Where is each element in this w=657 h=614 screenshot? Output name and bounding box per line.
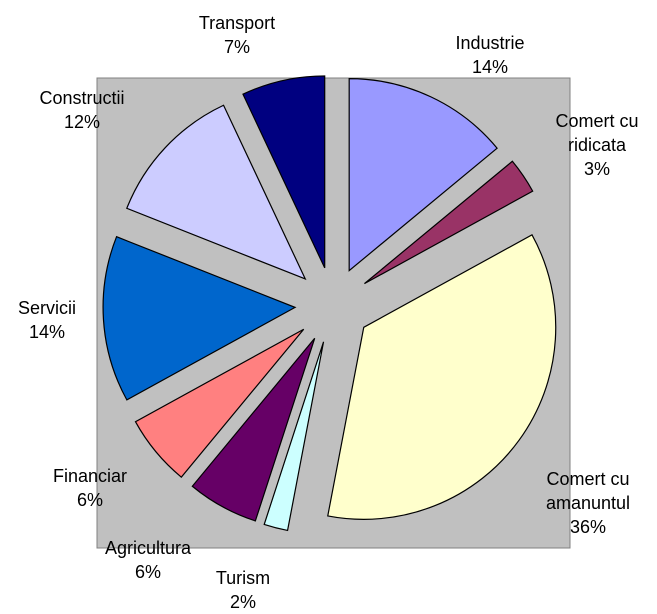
category-label: Constructii: [39, 88, 125, 108]
pie-slice: [263, 341, 325, 532]
pie-slice: [348, 78, 498, 272]
slice-label: Comert cu ridicata 3%: [537, 109, 657, 181]
category-label: Turism: [215, 568, 271, 588]
value-label: 12%: [63, 112, 101, 132]
pie-slice: [364, 160, 534, 285]
slice-label: Servicii 14%: [0, 296, 107, 344]
value-label: 14%: [28, 322, 66, 342]
slice-label: Agricultura 6%: [88, 536, 208, 584]
category-label: Comert cu ridicata: [555, 111, 639, 155]
category-label: Agricultura: [104, 538, 192, 558]
pie-slice: [102, 235, 297, 401]
slice-label: Comert cu amanuntul 36%: [528, 467, 648, 539]
category-label: Transport: [198, 13, 276, 33]
category-label: Industrie: [455, 33, 525, 53]
value-label: 3%: [583, 159, 610, 179]
slice-label: Industrie 14%: [430, 31, 550, 79]
pie-slice: [327, 234, 557, 520]
pie-slice: [134, 328, 305, 479]
category-label: Financiar: [52, 466, 128, 486]
value-label: 36%: [569, 517, 607, 537]
slice-label: Turism 2%: [183, 566, 303, 614]
value-label: 6%: [76, 490, 103, 510]
category-label: Comert cu amanuntul: [545, 469, 631, 513]
slice-label: Financiar 6%: [30, 464, 150, 512]
value-label: 6%: [134, 562, 161, 582]
category-label: Servicii: [17, 298, 76, 318]
value-label: 7%: [223, 37, 250, 57]
value-label: 14%: [471, 57, 509, 77]
value-label: 2%: [229, 592, 256, 612]
pie-slice: [191, 337, 316, 522]
slice-label: Constructii 12%: [22, 86, 142, 134]
slice-label: Transport 7%: [177, 11, 297, 59]
pie-slice: [242, 75, 326, 269]
pie-slice: [126, 104, 307, 281]
